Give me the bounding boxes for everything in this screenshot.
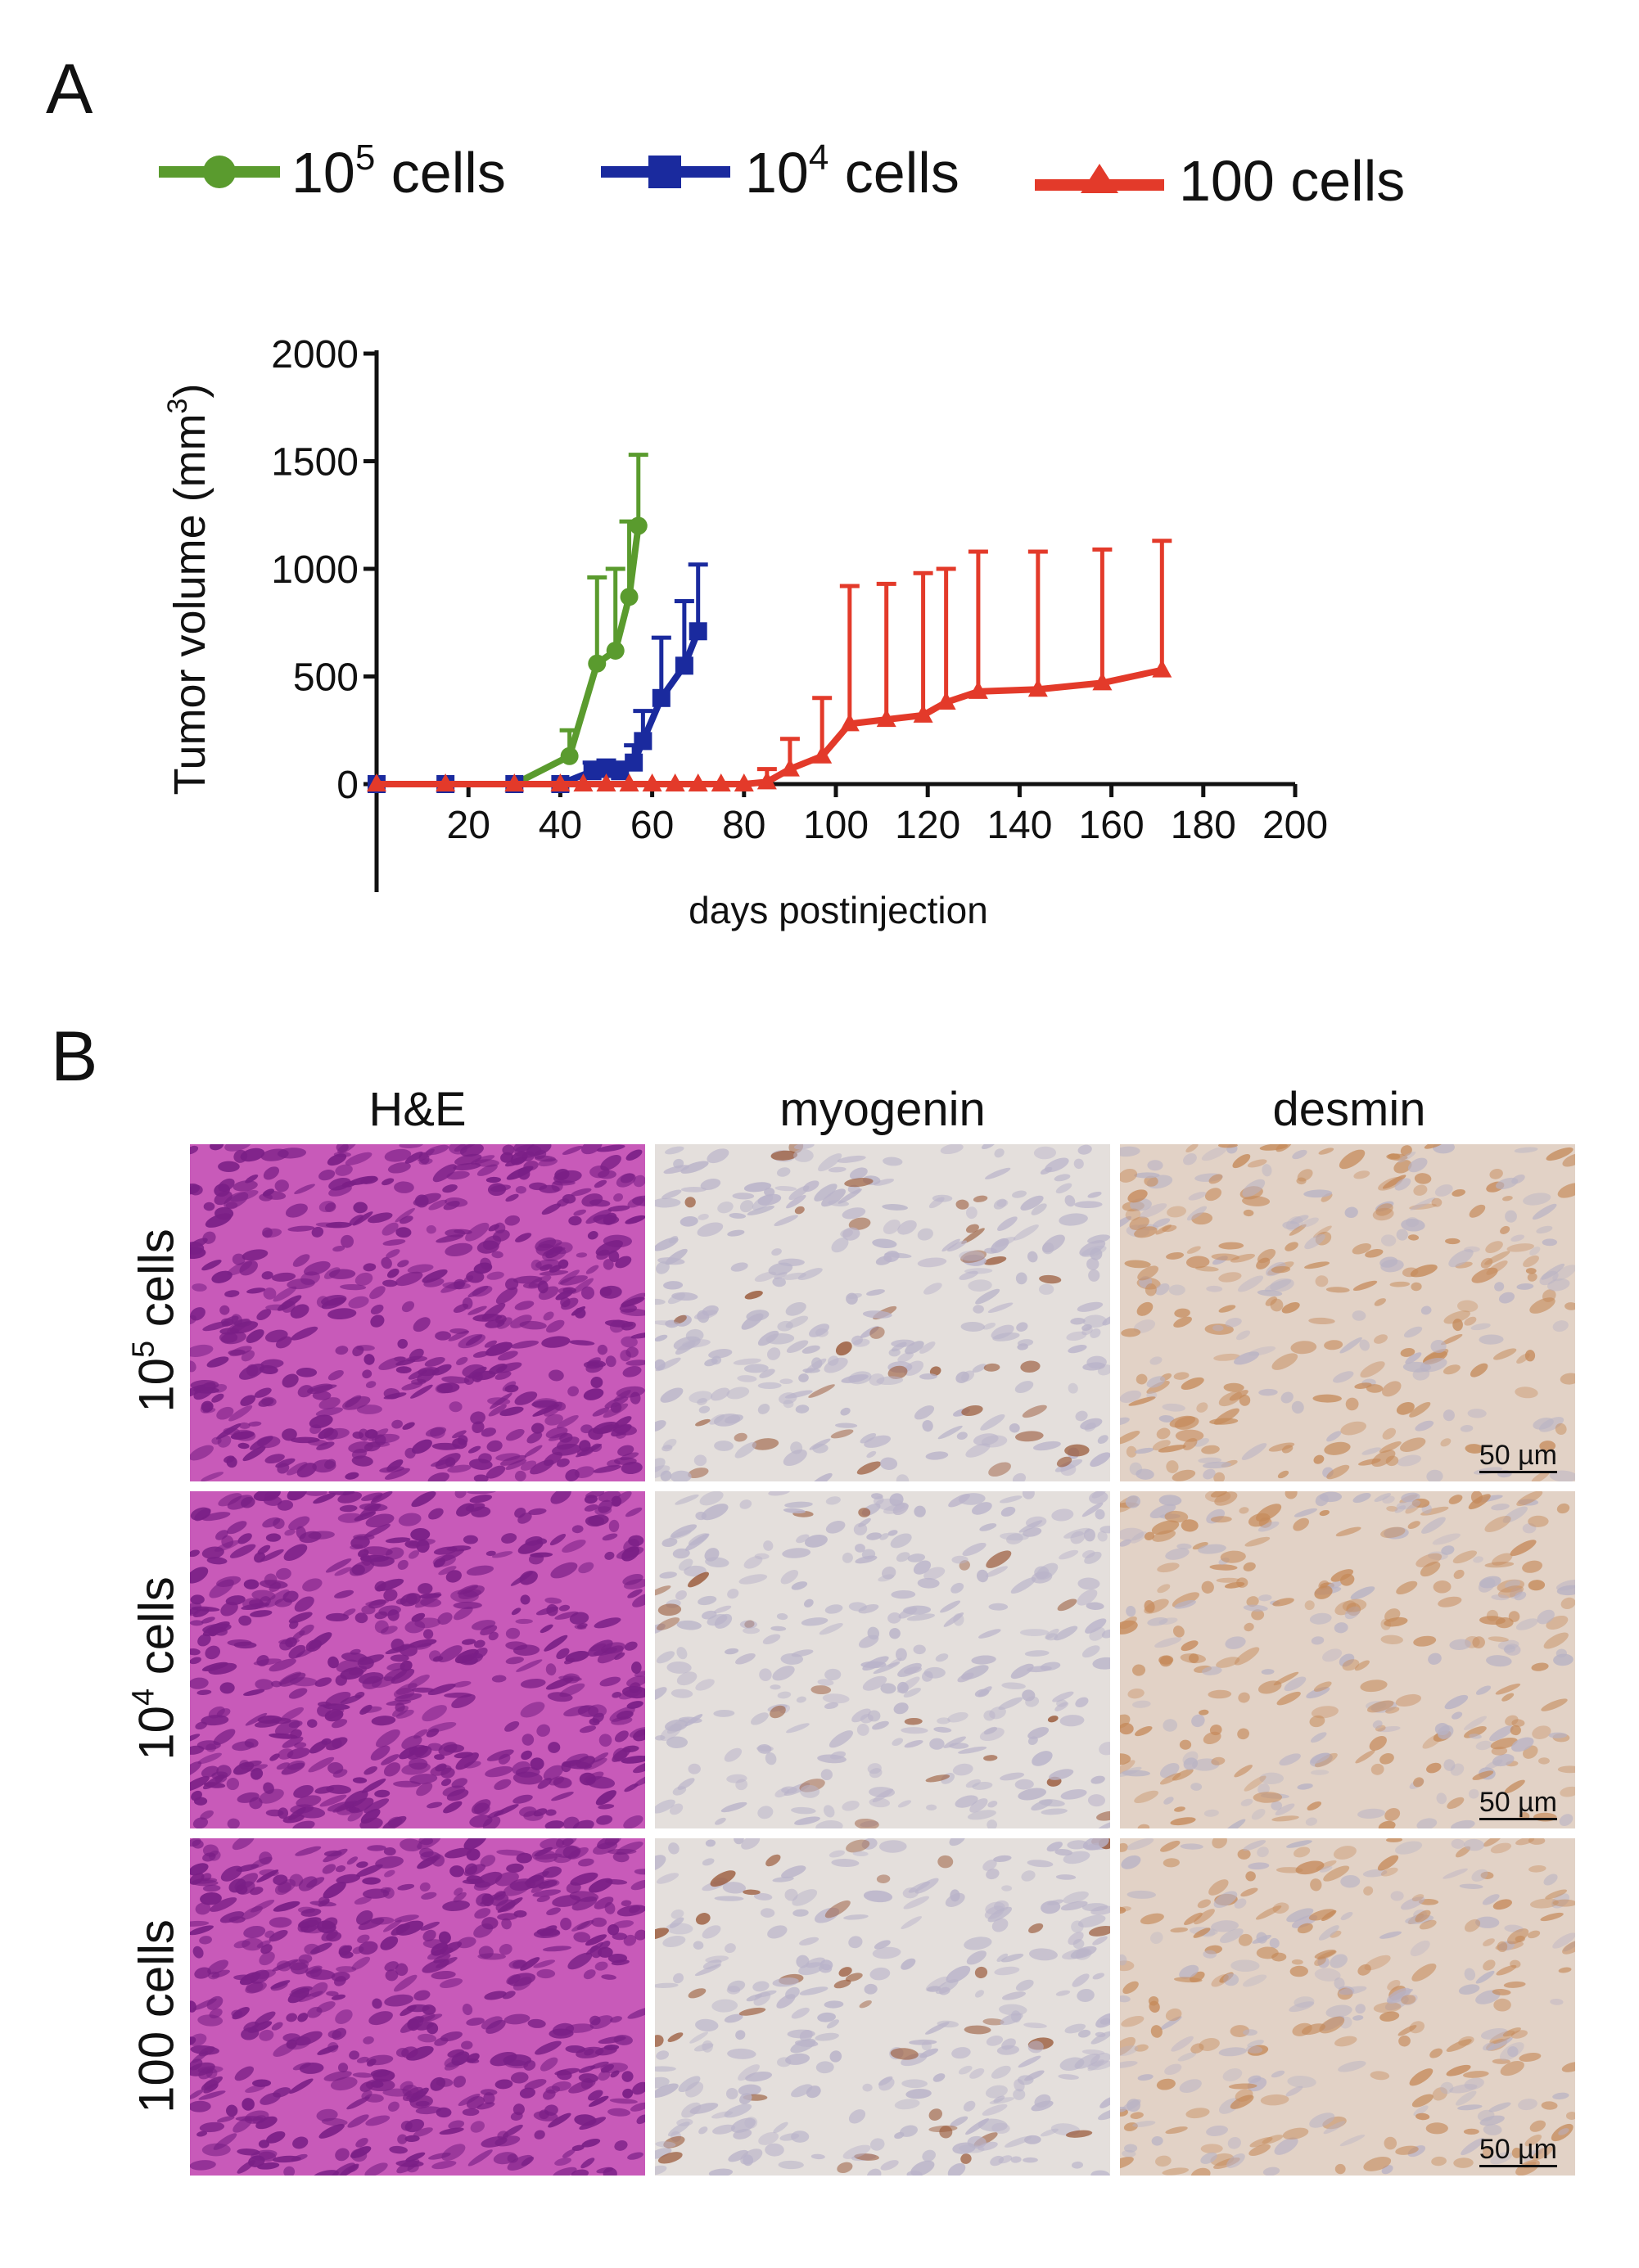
legend-label-100: 100 cells: [1179, 149, 1406, 213]
chart-legend: 105 cells 104 cells 100 cells: [147, 131, 1523, 221]
y-tick-label-1500: 1500: [271, 441, 359, 485]
histology-image-desmin-row-2: 50 µm: [1120, 1491, 1575, 1828]
y-tick-label-500: 500: [293, 656, 359, 700]
scale-bar-label: 50 µm: [1479, 1440, 1557, 1471]
data-point: [619, 773, 639, 791]
series-2: [367, 539, 1172, 791]
panel-a-label: A: [46, 50, 93, 129]
series-line: [377, 629, 702, 787]
column-header-he: H&E: [368, 1083, 467, 1136]
histology-image-myogenin-row-3: [655, 1838, 1110, 2176]
legend-swatch-1e4: [601, 156, 730, 188]
histology-image-he-row-3: [190, 1838, 645, 2176]
data-point: [734, 773, 754, 791]
scale-bar: 50 µm: [1479, 1787, 1557, 1820]
data-point: [573, 773, 594, 791]
data-point: [583, 762, 602, 781]
x-tick-label-120: 120: [895, 804, 960, 847]
data-point: [625, 753, 643, 772]
data-point: [779, 758, 800, 777]
data-point: [642, 773, 662, 791]
y-tick-label-0: 0: [336, 764, 359, 807]
scale-bar-label: 50 µm: [1479, 2134, 1557, 2165]
x-tick-label-100: 100: [803, 804, 869, 847]
histology-image-he-row-1: [190, 1144, 645, 1481]
data-point: [936, 692, 956, 710]
data-point: [634, 732, 652, 751]
data-point: [688, 773, 708, 791]
data-point: [629, 516, 648, 535]
y-axis-title: Tumor volume (mm3): [162, 384, 214, 796]
y-tick-label-1000: 1000: [271, 548, 359, 592]
x-tick-label-80: 80: [722, 804, 765, 847]
data-point: [665, 773, 685, 791]
chart-axes: 0 500 1000 1500 2000 20 40 60 80 100 120 140 160 180 2…: [271, 333, 1328, 892]
data-point: [436, 773, 456, 791]
histology-image-myogenin-row-1: [655, 1144, 1110, 1481]
y-tick-label-2000: 2000: [271, 333, 359, 376]
histology-image-desmin-row-1: 50 µm: [1120, 1144, 1575, 1481]
scale-bar-line: [1479, 2165, 1557, 2167]
scale-bar-label: 50 µm: [1479, 1787, 1557, 1818]
data-point: [968, 680, 988, 699]
histology-image-desmin-row-3: 50 µm: [1120, 1838, 1575, 2176]
histology-image-he-row-2: [190, 1491, 645, 1828]
series-0: [368, 453, 648, 793]
series-1: [368, 562, 708, 793]
data-point: [367, 773, 386, 791]
scale-bar-line: [1479, 1818, 1557, 1820]
x-tick-label-200: 200: [1262, 804, 1328, 847]
x-tick-label-140: 140: [987, 804, 1052, 847]
data-point: [504, 773, 525, 791]
row-header-1e4: 104 cells: [126, 1576, 184, 1761]
data-point: [1092, 672, 1113, 691]
x-tick-label-20: 20: [447, 804, 490, 847]
panel-b-label: B: [51, 1017, 98, 1096]
x-tick-label-60: 60: [630, 804, 674, 847]
row-header-100: 100 cells: [129, 1919, 184, 2113]
x-tick-label-40: 40: [539, 804, 582, 847]
scale-bar: 50 µm: [1479, 1440, 1557, 1473]
legend-label-1e5: 105 cells: [291, 138, 506, 205]
column-header-myogenin: myogenin: [779, 1083, 986, 1136]
x-axis-title: days postinjection: [689, 889, 988, 931]
data-point: [756, 771, 777, 790]
data-point: [913, 704, 933, 723]
data-point: [1152, 659, 1172, 678]
data-point: [1027, 679, 1048, 697]
legend-label-1e4: 104 cells: [745, 138, 959, 205]
data-point: [550, 773, 571, 791]
data-point: [588, 654, 607, 673]
data-point: [711, 773, 731, 791]
data-point: [620, 588, 639, 606]
tumor-volume-chart: 0 500 1000 1500 2000 20 40 60 80 100 120 140 160 180 2…: [162, 333, 1328, 931]
data-point: [597, 760, 616, 778]
data-point: [560, 746, 579, 765]
column-header-desmin: desmin: [1272, 1083, 1426, 1136]
scale-bar: 50 µm: [1479, 2134, 1557, 2167]
legend-swatch-1e5: [159, 156, 280, 188]
data-point: [606, 641, 625, 660]
data-point: [652, 688, 670, 707]
x-tick-label-180: 180: [1171, 804, 1236, 847]
data-point: [812, 745, 833, 764]
data-point: [596, 773, 616, 791]
scale-bar-line: [1479, 1471, 1557, 1473]
data-point: [611, 762, 630, 781]
histology-image-myogenin-row-2: [655, 1491, 1110, 1828]
x-tick-label-160: 160: [1079, 804, 1145, 847]
data-point: [689, 622, 707, 641]
data-point: [876, 709, 896, 728]
row-header-1e5: 105 cells: [126, 1229, 184, 1413]
legend-swatch-100: [1035, 164, 1164, 193]
data-point: [675, 656, 693, 675]
chart-series: [367, 453, 1172, 793]
data-point: [839, 713, 860, 732]
